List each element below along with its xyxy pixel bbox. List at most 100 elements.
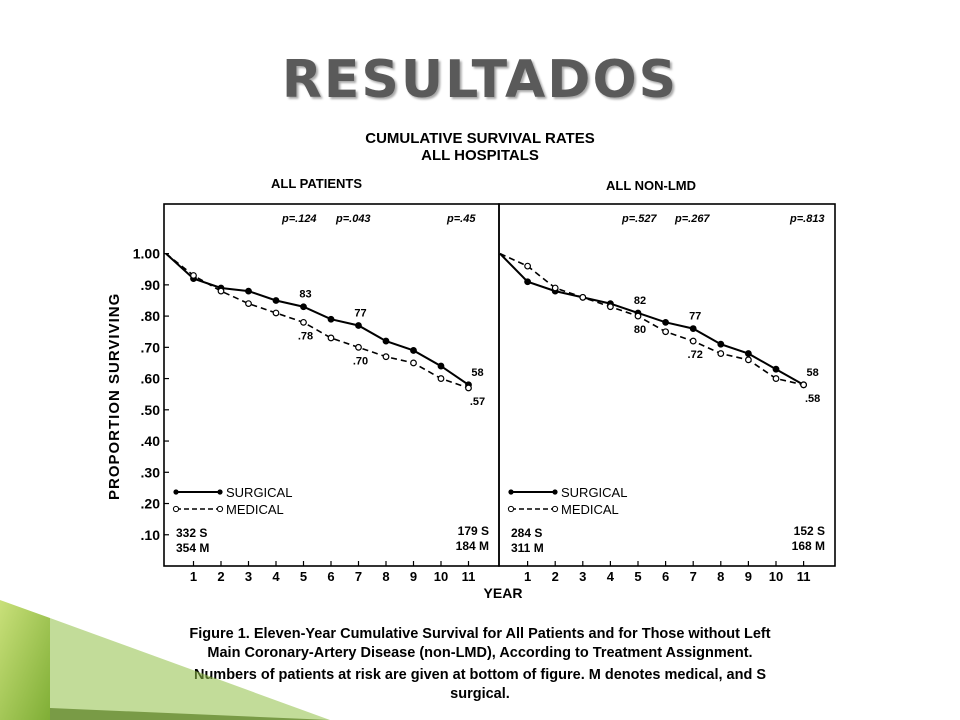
x-tick-label: 7 <box>690 569 697 584</box>
data-label: .57 <box>470 396 485 408</box>
data-label: 80 <box>634 324 646 336</box>
y-tick-label: .90 <box>141 277 161 293</box>
point-surgical <box>772 365 780 373</box>
data-label: 77 <box>689 311 701 323</box>
point-medical <box>800 381 807 389</box>
at-risk-start: 311 M <box>511 541 544 555</box>
x-tick-label: 4 <box>607 569 615 584</box>
point-surgical <box>410 347 417 354</box>
x-axis-label: YEAR <box>484 585 523 601</box>
x-tick-label: 9 <box>745 569 752 584</box>
data-label: 82 <box>634 295 646 307</box>
point-medical <box>300 318 307 326</box>
data-label: 58 <box>806 367 818 379</box>
point-surgical <box>327 315 335 323</box>
x-tick-label: 7 <box>355 569 362 584</box>
point-medical <box>689 337 697 345</box>
at-risk-end: 179 S <box>458 524 489 538</box>
caption-line-4: surgical. <box>450 686 510 702</box>
caption-line-1: Figure 1. Eleven-Year Cumulative Surviva… <box>189 626 771 642</box>
figure-title-line1: CUMULATIVE SURVIVAL RATES <box>365 130 595 147</box>
panel-all-patients: 1.00 .90 .80 .70 .60 .50 .40 .30 .20 .10 1 2 3 4 5 6 7 8 9… <box>133 203 500 584</box>
point-surgical <box>272 297 280 304</box>
point-medical <box>355 343 362 351</box>
x-tick-label: 5 <box>300 569 307 584</box>
point-medical <box>382 353 390 361</box>
caption-line-3: Numbers of patients at risk are given at… <box>193 667 767 683</box>
y-tick-label: .70 <box>141 339 161 355</box>
data-label: .72 <box>688 349 703 361</box>
figure-title-line2: ALL HOSPITALS <box>421 147 539 164</box>
legend-marker-medical <box>216 505 224 513</box>
x-tick-label: 11 <box>797 569 811 584</box>
x-tick-label: 2 <box>552 569 559 584</box>
legend-marker-surgical <box>508 489 514 495</box>
x-tick-label: 6 <box>662 569 669 584</box>
point-medical <box>745 356 752 364</box>
point-medical <box>272 309 280 317</box>
data-label: .78 <box>298 330 313 342</box>
x-tick-label: 1 <box>190 569 197 584</box>
point-medical <box>607 303 614 311</box>
legend-label-medical: MEDICAL <box>226 502 284 517</box>
point-surgical <box>689 325 697 332</box>
x-tick-label: 10 <box>434 569 448 584</box>
at-risk-end: 168 M <box>792 539 825 553</box>
legend-marker-medical <box>172 505 180 513</box>
figure-caption: Figure 1. Eleven-Year Cumulative Surviva… <box>100 625 860 704</box>
caption-line-2: Main Coronary-Artery Disease (non-LMD), … <box>207 645 753 661</box>
point-surgical <box>524 278 531 286</box>
point-surgical <box>382 337 390 345</box>
y-tick-label: .30 <box>141 464 161 480</box>
point-medical <box>634 312 642 320</box>
point-medical <box>717 350 725 357</box>
point-surgical <box>437 362 445 370</box>
y-tick-label: .40 <box>141 433 161 449</box>
p-value: p=.124 <box>281 213 317 225</box>
legend-label-surgical: SURGICAL <box>561 485 627 500</box>
p-value: p=.043 <box>335 213 371 225</box>
x-tick-label: 1 <box>524 569 531 584</box>
y-tick-label: .80 <box>141 308 161 324</box>
at-risk-start: 354 M <box>176 541 209 555</box>
point-surgical <box>245 287 252 295</box>
y-tick-label: .50 <box>141 402 161 418</box>
point-medical <box>327 334 335 342</box>
point-medical <box>217 287 225 295</box>
point-surgical <box>745 350 752 357</box>
legend-label-surgical: SURGICAL <box>226 485 292 500</box>
legend-marker-medical <box>551 505 559 513</box>
x-tick-label: 2 <box>217 569 224 584</box>
point-medical <box>437 375 445 382</box>
legend-label-medical: MEDICAL <box>561 502 619 517</box>
legend-marker-surgical <box>217 489 223 495</box>
series-line-medical <box>165 252 469 389</box>
p-value: p=.45 <box>446 213 476 225</box>
point-medical <box>662 328 669 336</box>
x-tick-label: 10 <box>769 569 783 584</box>
x-tick-label: 8 <box>382 569 389 584</box>
panel-title-non-lmd: ALL NON-LMD <box>606 178 697 193</box>
at-risk-start: 284 S <box>511 526 542 540</box>
legend-marker-medical <box>507 505 515 513</box>
point-surgical <box>300 303 307 311</box>
point-medical <box>410 359 417 367</box>
point-surgical <box>355 322 362 329</box>
legend-marker-surgical <box>552 489 558 495</box>
y-tick-label: .10 <box>141 527 161 543</box>
point-medical <box>524 262 531 270</box>
point-medical <box>772 375 780 382</box>
at-risk-start: 332 S <box>176 526 207 540</box>
x-tick-label: 9 <box>410 569 417 584</box>
point-medical <box>551 284 559 292</box>
p-value: p=.267 <box>674 213 710 225</box>
at-risk-end: 184 M <box>456 539 489 553</box>
data-label: 58 <box>471 367 483 379</box>
y-tick-label: .60 <box>141 371 161 387</box>
series-line-surgical <box>165 252 470 386</box>
p-value: p=.527 <box>621 213 657 225</box>
panel-non-lmd: 1 2 3 4 5 6 7 8 9 10 11 82 77 58 80 .72 .58 p=.527 p=.267 p… <box>498 203 836 584</box>
y-tick-label: .20 <box>141 496 161 512</box>
point-surgical <box>717 340 725 348</box>
data-label: 83 <box>299 289 311 301</box>
